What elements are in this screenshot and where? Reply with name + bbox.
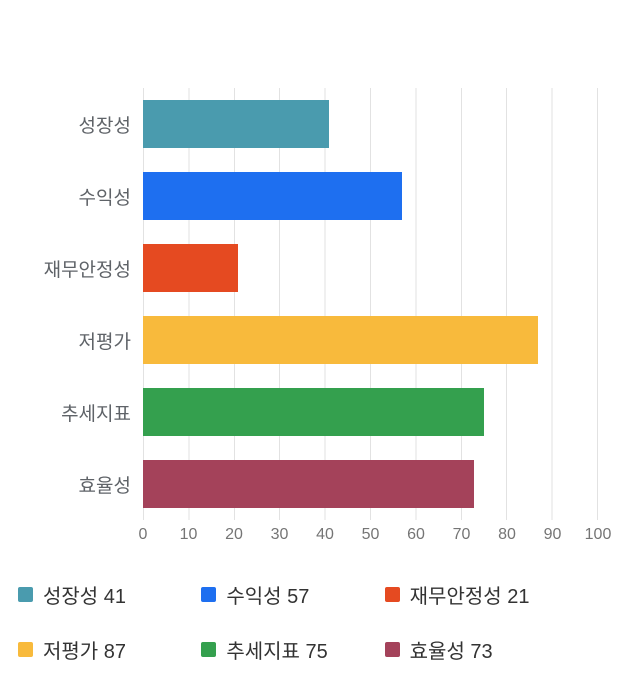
x-tick-label: 0 — [138, 526, 148, 543]
x-tick-label: 10 — [179, 526, 198, 543]
legend: 성장성 41 수익성 57 재무안정성 21 저평가 87 추세지표 75 효율성 73 — [0, 580, 598, 664]
legend-item: 성장성 41 — [18, 580, 201, 609]
legend-item: 재무안정성 21 — [384, 580, 568, 609]
bar — [143, 316, 538, 364]
bar — [143, 244, 239, 292]
x-tick-label: 30 — [270, 526, 289, 543]
category-label: 성장성 — [78, 115, 131, 137]
legend-swatch — [18, 587, 33, 602]
legend-label: 수익성 57 — [226, 586, 310, 608]
bar-row — [143, 232, 597, 304]
legend-swatch — [201, 587, 217, 602]
category-label: 재무안정성 — [43, 259, 131, 281]
x-tick-label: 40 — [316, 526, 334, 543]
legend-label: 효율성 73 — [409, 641, 493, 663]
legend-label: 성장성 41 — [43, 586, 127, 608]
legend-swatch — [384, 587, 400, 602]
legend-label: 재무안정성 21 — [409, 586, 530, 608]
legend-item: 수익성 57 — [201, 580, 384, 609]
legend-swatch — [201, 642, 217, 657]
x-tick-label: 70 — [452, 526, 471, 543]
legend-swatch — [384, 642, 400, 657]
x-axis-row: 0 10 20 30 40 50 60 70 80 90 100 — [0, 524, 612, 550]
bar-row — [143, 88, 597, 160]
x-tick-label: 80 — [498, 526, 516, 543]
bar — [143, 100, 330, 148]
x-tick-label: 90 — [543, 526, 562, 543]
bar-row — [143, 376, 597, 448]
bar-row — [143, 160, 597, 232]
plot-area — [143, 88, 598, 520]
x-tick-label: 60 — [407, 526, 425, 543]
legend-item: 추세지표 75 — [201, 635, 384, 664]
category-label: 수익성 — [78, 187, 131, 209]
category-label: 추세지표 — [61, 403, 131, 425]
legend-item: 효율성 73 — [384, 635, 568, 664]
bar-row — [143, 304, 597, 376]
legend-label: 저평가 87 — [43, 641, 127, 663]
bar — [143, 388, 484, 436]
category-label: 저평가 — [78, 331, 131, 353]
legend-item: 저평가 87 — [18, 635, 201, 664]
x-axis-spacer — [0, 524, 143, 550]
legend-label: 추세지표 75 — [226, 641, 328, 663]
bar — [143, 172, 402, 220]
x-tick-label: 50 — [361, 526, 380, 543]
x-axis: 0 10 20 30 40 50 60 70 80 90 100 — [139, 524, 612, 550]
x-tick-label: 100 — [584, 526, 612, 543]
category-label: 효율성 — [78, 475, 131, 497]
x-tick-label: 20 — [225, 526, 243, 543]
bar — [143, 460, 475, 508]
legend-swatch — [18, 642, 33, 657]
bar-row — [143, 448, 597, 520]
